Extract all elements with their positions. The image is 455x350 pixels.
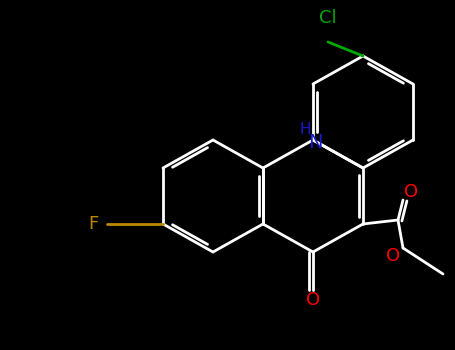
Text: O: O [306, 291, 320, 309]
Text: O: O [404, 183, 418, 201]
Text: F: F [88, 215, 98, 233]
Text: O: O [386, 247, 400, 265]
Text: Cl: Cl [319, 9, 337, 27]
Text: H: H [299, 122, 311, 138]
Text: N: N [308, 133, 322, 152]
